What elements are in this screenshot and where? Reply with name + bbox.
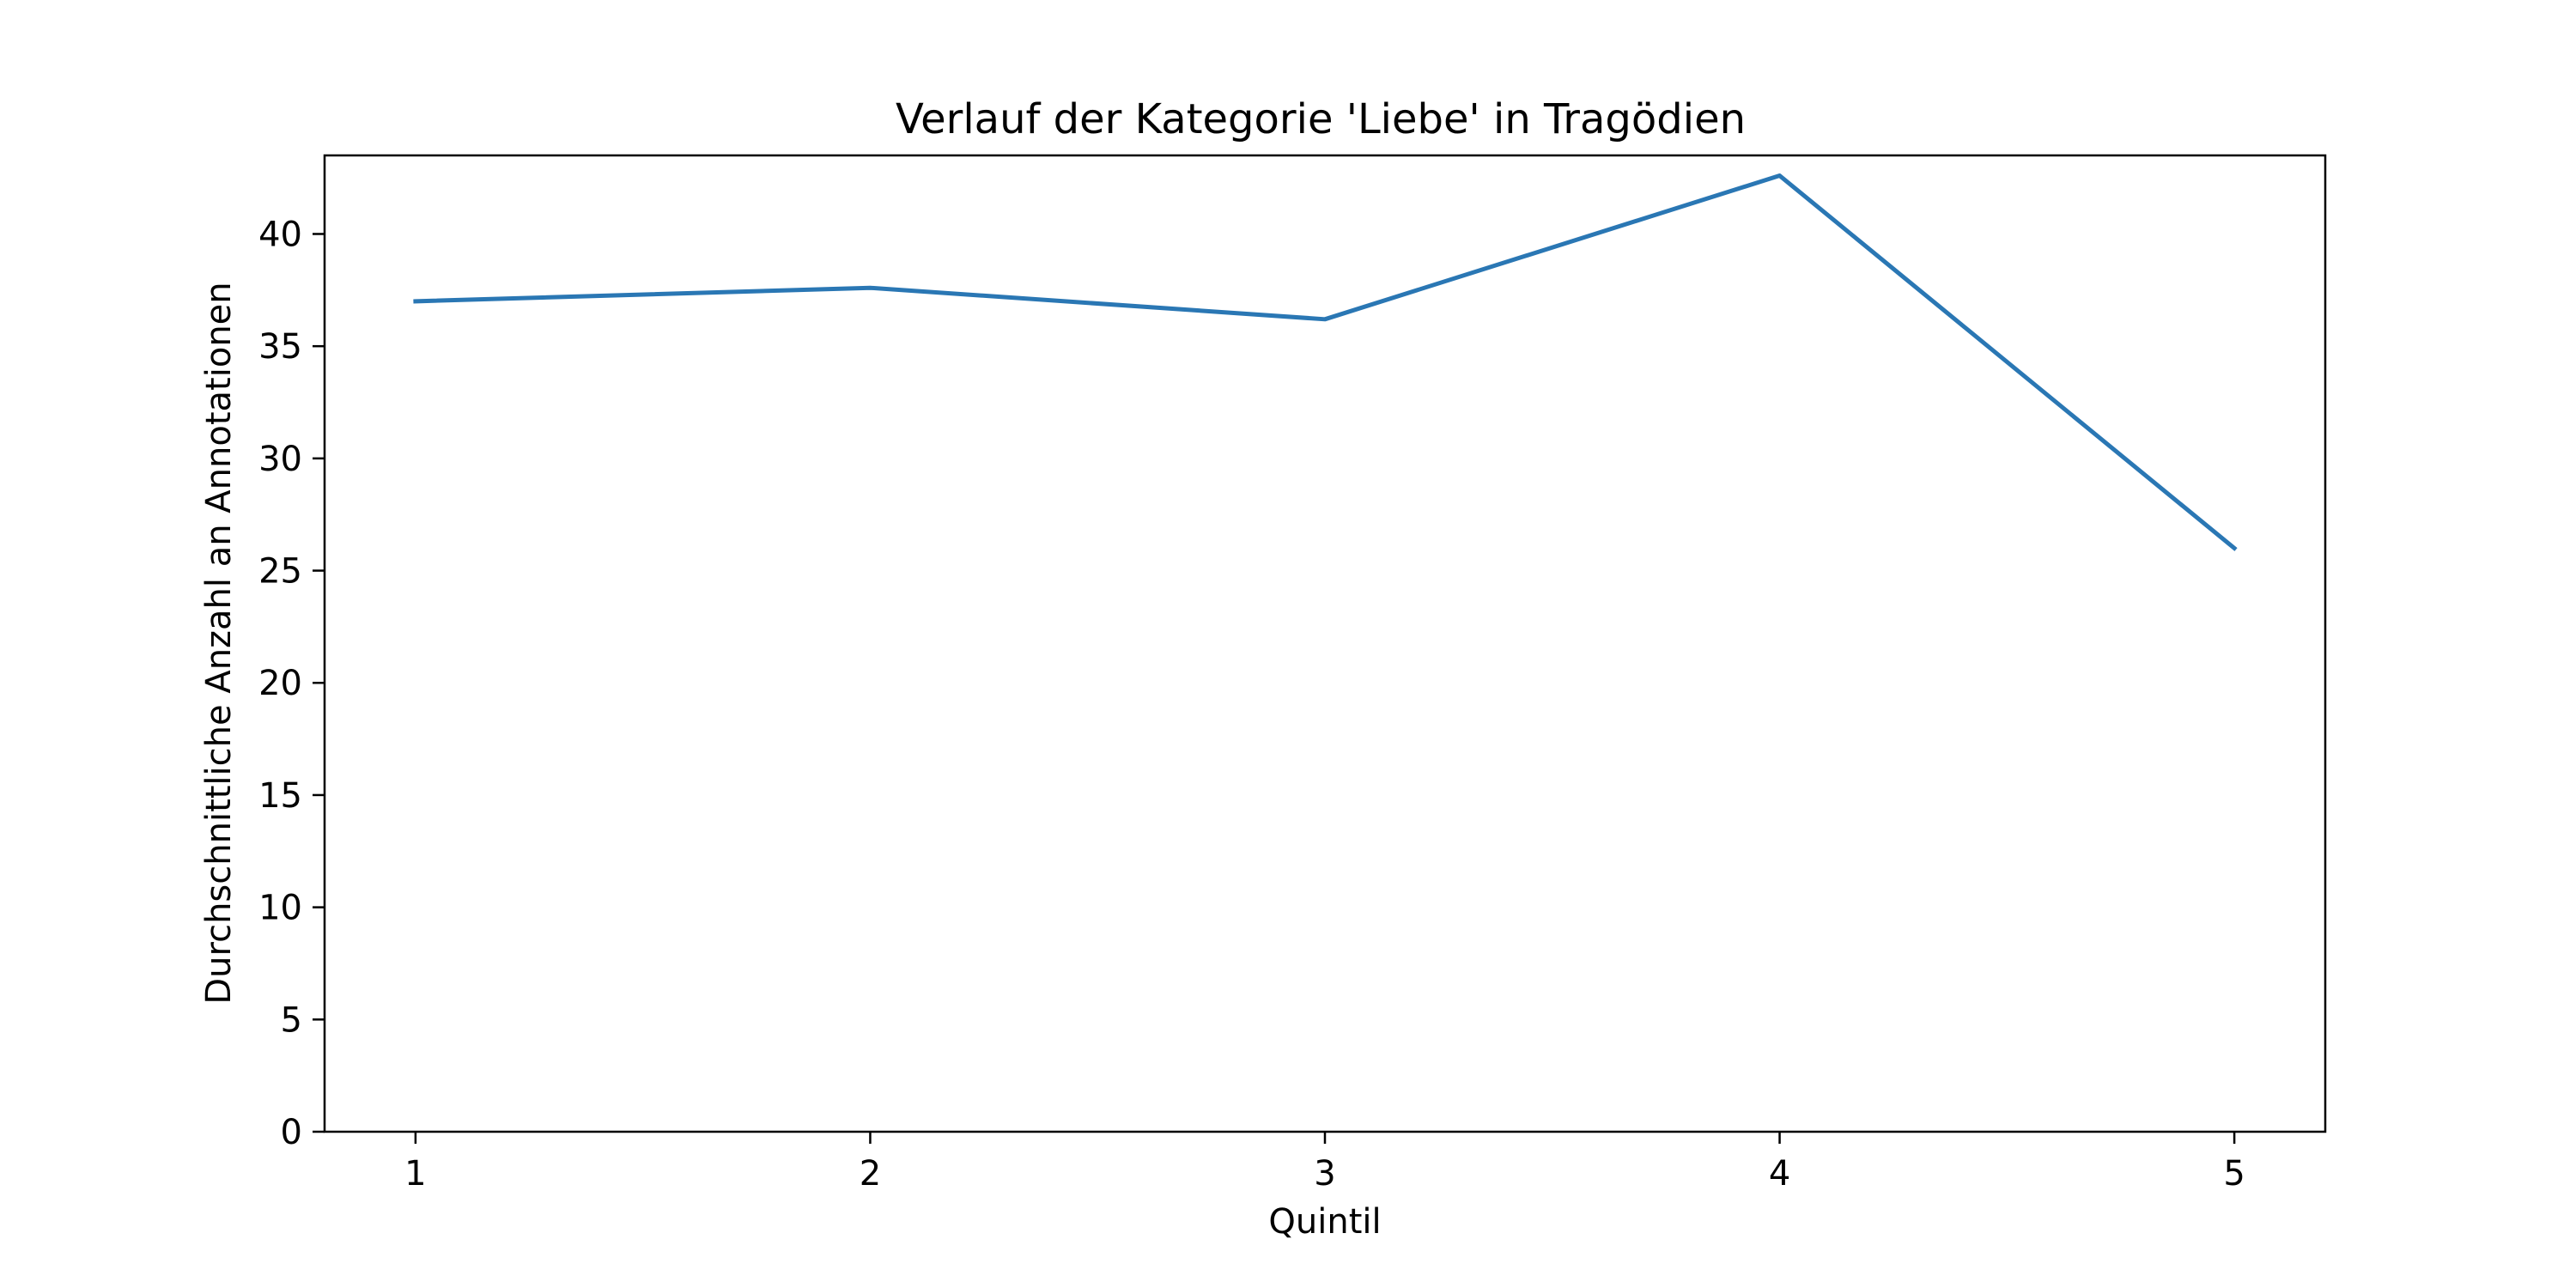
x-tick-label: 2 (860, 1154, 881, 1194)
x-tick-label: 5 (2223, 1154, 2245, 1194)
y-tick-label: 15 (258, 776, 302, 816)
y-tick-label: 40 (258, 215, 302, 254)
y-tick-label: 10 (258, 889, 302, 928)
y-tick-label: 5 (281, 1000, 302, 1040)
y-tick-label: 35 (258, 327, 302, 367)
y-tick-label: 25 (258, 552, 302, 592)
series-line (413, 173, 2238, 551)
x-tick-label: 3 (1314, 1154, 1335, 1194)
chart-title: Verlauf der Kategorie 'Liebe' in Tragödi… (896, 95, 1746, 143)
y-tick-label: 20 (258, 664, 302, 703)
series-layer (413, 173, 2238, 551)
x-axis: 1 2 3 4 5 (404, 1132, 2245, 1194)
x-axis-label: Quintil (1268, 1202, 1381, 1242)
y-tick-label: 0 (281, 1113, 302, 1152)
plot-area-frame (323, 154, 2327, 1133)
y-axis-label: Durchschnittliche Anzahl an Annotationen (199, 282, 239, 1004)
y-tick-label: 30 (258, 440, 302, 479)
x-tick-label: 1 (404, 1154, 426, 1194)
y-axis: 0 5 10 15 20 25 30 35 40 (258, 215, 325, 1152)
x-tick-label: 4 (1769, 1154, 1790, 1194)
